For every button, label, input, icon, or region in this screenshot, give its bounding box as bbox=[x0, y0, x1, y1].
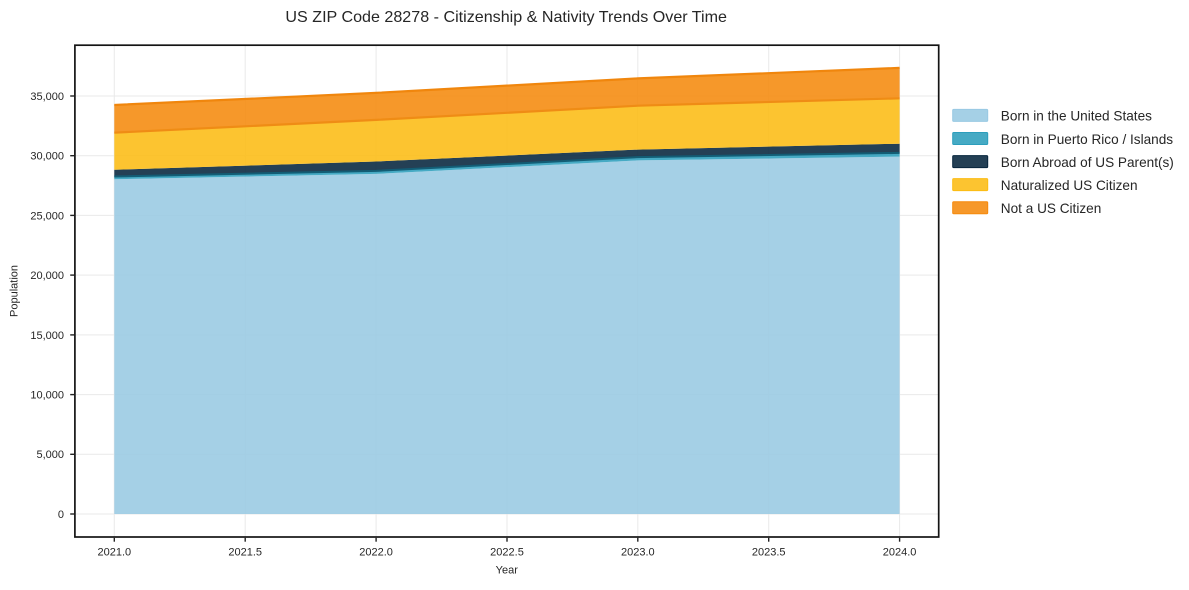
svg-text:Not a US Citizen: Not a US Citizen bbox=[1001, 201, 1101, 216]
svg-text:10,000: 10,000 bbox=[30, 390, 64, 402]
svg-text:2023.5: 2023.5 bbox=[752, 547, 786, 559]
svg-text:20,000: 20,000 bbox=[30, 270, 64, 282]
svg-text:2021.0: 2021.0 bbox=[97, 547, 131, 559]
svg-text:5,000: 5,000 bbox=[36, 449, 64, 461]
svg-text:Population: Population bbox=[8, 265, 20, 317]
svg-text:Born in the United States: Born in the United States bbox=[1001, 109, 1152, 124]
svg-text:2023.0: 2023.0 bbox=[621, 547, 655, 559]
svg-text:Naturalized US Citizen: Naturalized US Citizen bbox=[1001, 178, 1138, 193]
svg-text:2024.0: 2024.0 bbox=[883, 547, 917, 559]
svg-text:2022.5: 2022.5 bbox=[490, 547, 524, 559]
svg-text:Born Abroad of US Parent(s): Born Abroad of US Parent(s) bbox=[1001, 155, 1174, 170]
svg-text:2022.0: 2022.0 bbox=[359, 547, 393, 559]
svg-text:30,000: 30,000 bbox=[30, 151, 64, 163]
svg-text:25,000: 25,000 bbox=[30, 210, 64, 222]
svg-text:Year: Year bbox=[496, 564, 519, 576]
svg-text:0: 0 bbox=[58, 509, 64, 521]
svg-text:US ZIP Code 28278 - Citizenshi: US ZIP Code 28278 - Citizenship & Nativi… bbox=[285, 8, 727, 26]
svg-text:2021.5: 2021.5 bbox=[228, 547, 262, 559]
svg-text:35,000: 35,000 bbox=[30, 91, 64, 103]
svg-text:15,000: 15,000 bbox=[30, 330, 64, 342]
svg-text:Born in Puerto Rico / Islands: Born in Puerto Rico / Islands bbox=[1001, 132, 1173, 147]
